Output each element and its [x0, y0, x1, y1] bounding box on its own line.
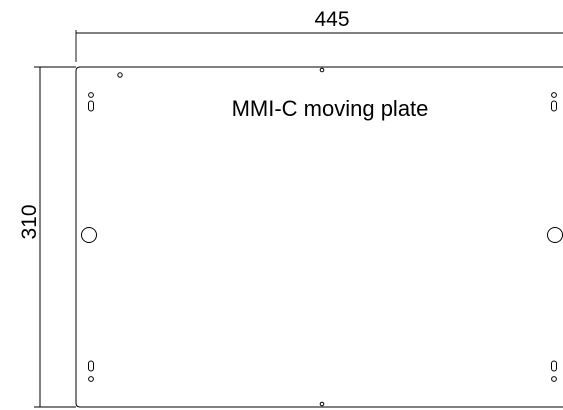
slot-hole — [551, 100, 557, 112]
slot-hole — [551, 360, 557, 372]
slot-pair-top-right — [551, 92, 557, 112]
large-hole-left — [81, 227, 97, 243]
slot-pair-bottom-right — [551, 360, 557, 382]
plate-outline — [75, 66, 563, 408]
height-dimension-label: 310 — [18, 204, 41, 239]
height-dimension: 310 — [18, 66, 76, 408]
small-hole-top-center — [319, 67, 325, 73]
slot-pair-bottom-left — [88, 360, 94, 382]
width-dimension: 445 — [75, 8, 563, 62]
slot-hole — [88, 100, 94, 112]
small-hole-bottom-center — [319, 401, 325, 407]
slot-pair-top-left — [88, 92, 94, 112]
plate-title: MMI-C moving plate — [232, 96, 429, 121]
small-hole-top-left — [117, 72, 123, 78]
small-hole — [551, 92, 557, 98]
small-hole — [88, 376, 94, 382]
small-hole — [551, 376, 557, 382]
large-hole-right — [547, 227, 563, 243]
slot-hole — [88, 360, 94, 372]
width-dimension-label: 445 — [314, 8, 349, 31]
small-hole — [88, 92, 94, 98]
